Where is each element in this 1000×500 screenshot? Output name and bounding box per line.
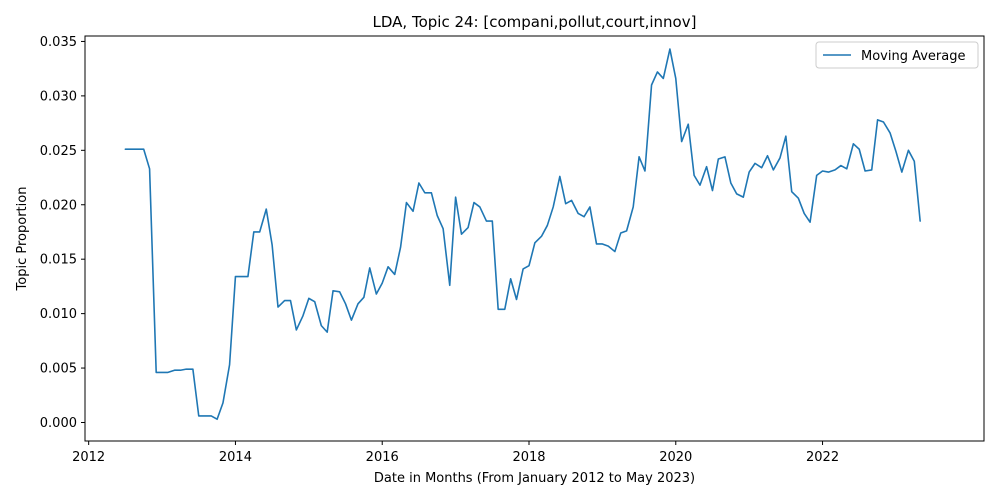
plot-area-frame — [84, 35, 985, 442]
chart-title: LDA, Topic 24: [compani,pollut,court,inn… — [373, 13, 697, 31]
y-tick-label: 0.030 — [40, 89, 77, 104]
y-tick-label: 0.010 — [40, 307, 77, 322]
y-tick-label: 0.025 — [40, 144, 77, 159]
x-axis: 2012 2014 2016 2018 2020 2022 — [72, 441, 839, 465]
y-axis: 0.000 0.005 0.010 0.015 0.020 0.025 0.030 0.035 — [40, 35, 85, 431]
x-axis-title: Date in Months (From January 2012 to May… — [374, 471, 695, 486]
y-tick-label: 0.000 — [40, 416, 77, 431]
legend: Moving Average — [815, 41, 979, 69]
legend-box — [815, 41, 979, 69]
x-tick-label: 2018 — [512, 450, 545, 465]
legend-label-moving-average: Moving Average — [861, 49, 965, 64]
y-axis-title: Topic Proportion — [15, 187, 30, 292]
y-tick-label: 0.035 — [40, 35, 77, 50]
x-tick-label: 2020 — [659, 450, 692, 465]
x-tick-label: 2012 — [72, 450, 105, 465]
series-line-moving-average — [124, 48, 921, 421]
y-tick-label: 0.005 — [40, 362, 77, 377]
data-points — [125, 49, 920, 419]
x-tick-label: 2014 — [219, 450, 252, 465]
y-tick-label: 0.020 — [40, 198, 77, 213]
x-tick-label: 2016 — [366, 450, 399, 465]
y-tick-label: 0.015 — [40, 253, 77, 268]
x-tick-label: 2022 — [806, 450, 839, 465]
